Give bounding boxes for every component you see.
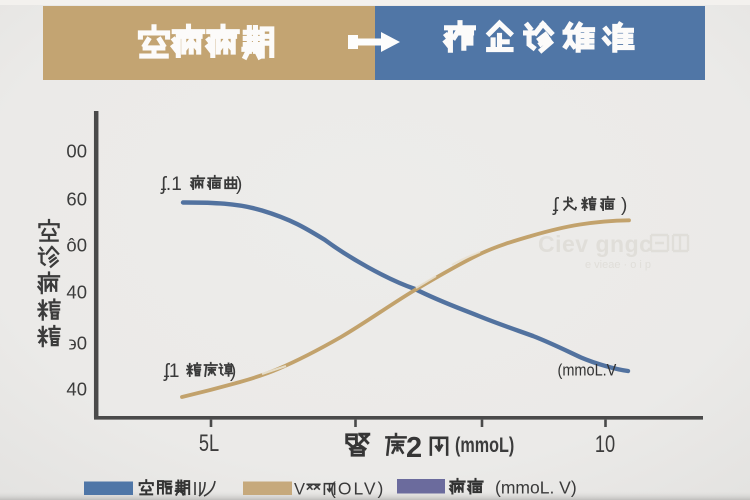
- svg-text:(mmoL. V): (mmoL. V): [495, 478, 577, 498]
- svg-text:(mmoL): (mmoL): [455, 433, 514, 457]
- svg-text:(mmoL.V: (mmoL.V: [558, 362, 617, 380]
- svg-text:2: 2: [406, 432, 422, 464]
- svg-text:ʄ1: ʄ1: [163, 361, 180, 382]
- svg-text:e vieae · o i p: e vieae · o i p: [585, 259, 651, 271]
- svg-text:40: 40: [66, 379, 87, 400]
- svg-text:5L: 5L: [199, 430, 219, 457]
- svg-text:60: 60: [66, 189, 87, 210]
- svg-text:ʄ.1: ʄ.1: [160, 174, 182, 195]
- svg-text:): ): [236, 174, 242, 195]
- svg-text:): ): [621, 195, 627, 216]
- svg-text:(OLV): (OLV): [330, 479, 385, 499]
- svg-text:V: V: [294, 481, 305, 499]
- svg-text:ô0: ô0: [66, 235, 87, 256]
- svg-text:10: 10: [595, 431, 615, 458]
- svg-text:ʄ: ʄ: [552, 195, 559, 216]
- svg-text:40: 40: [66, 282, 87, 303]
- svg-text:Ciev gngc: Ciev gngc: [538, 231, 652, 257]
- svg-text:00: 00: [66, 141, 87, 162]
- svg-text:϶0: ϶0: [69, 333, 87, 354]
- svg-text:): ): [230, 361, 236, 382]
